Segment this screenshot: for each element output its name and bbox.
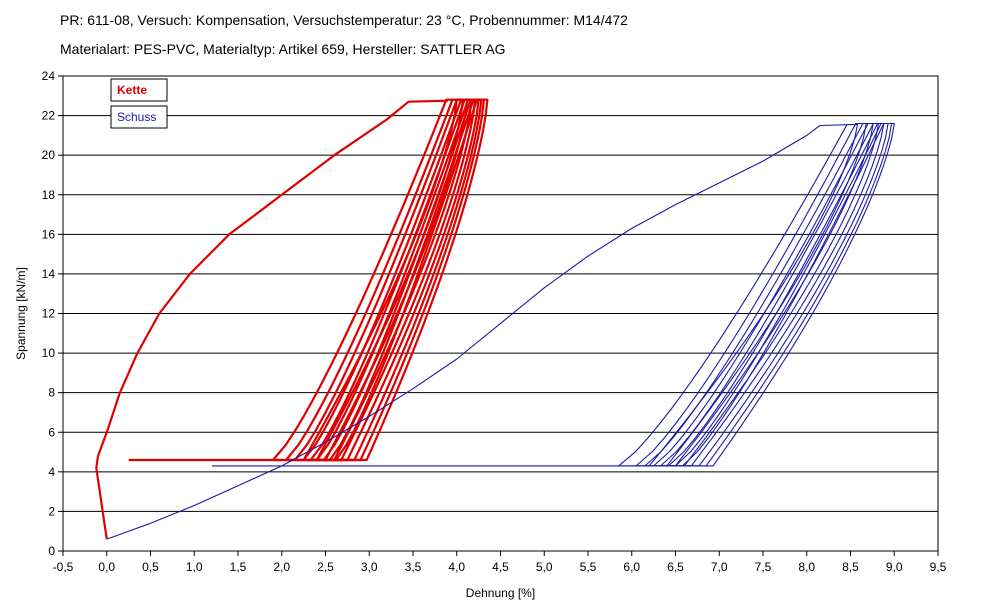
y-tick-label: 22	[42, 109, 56, 123]
y-tick-label: 4	[48, 465, 55, 479]
y-tick-label: 2	[48, 504, 55, 518]
x-tick-label: -0,5	[53, 560, 74, 574]
x-tick-label: 6,5	[667, 560, 684, 574]
y-tick-label: 16	[42, 227, 56, 241]
x-tick-label: 1,0	[186, 560, 203, 574]
series-layer	[95, 98, 895, 540]
legend-box-schuss	[110, 105, 168, 129]
series-schuss-initial-loading	[106, 123, 855, 540]
y-tick-label: 20	[42, 148, 56, 162]
y-tick-label: 18	[42, 188, 56, 202]
x-tick-label: 5,5	[580, 560, 597, 574]
y-tick-label: 6	[48, 425, 55, 439]
x-tick-label: 8,5	[842, 560, 859, 574]
chart-title-line-2: Materialart: PES-PVC, Materialtyp: Artik…	[60, 41, 506, 57]
legend-box-kette	[110, 78, 168, 102]
x-tick-label: 3,0	[361, 560, 378, 574]
y-tick-label: 24	[42, 69, 56, 83]
legend-label-schuss: Schuss	[117, 110, 156, 124]
y-tick-label: 10	[42, 346, 56, 360]
y-tick-label: 0	[48, 544, 55, 558]
x-tick-label: 2,5	[317, 560, 334, 574]
x-axis-title: Dehnung [%]	[466, 586, 535, 600]
x-tick-label: 9,0	[886, 560, 903, 574]
x-tick-label: 4,0	[448, 560, 465, 574]
series-schuss-cycle-1	[618, 123, 859, 467]
x-tick-label: 7,0	[711, 560, 728, 574]
y-tick-label: 14	[42, 267, 56, 281]
x-tick-label: 5,0	[536, 560, 553, 574]
x-tick-label: 3,5	[405, 560, 422, 574]
series-kette-cycle-9	[335, 98, 489, 462]
x-tick-label: 0,5	[142, 560, 159, 574]
x-tick-label: 1,5	[230, 560, 247, 574]
x-tick-label: 2,0	[273, 560, 290, 574]
y-tick-label: 12	[42, 307, 56, 321]
chart-title-line-1: PR: 611-08, Versuch: Kompensation, Versu…	[60, 12, 628, 28]
x-tick-label: 4,5	[492, 560, 509, 574]
y-axis-title: Spannung [kN/m]	[14, 267, 28, 360]
x-tick-label: 7,5	[755, 560, 772, 574]
x-tick-label: 0,0	[98, 560, 115, 574]
legend-label-kette: Kette	[117, 83, 147, 97]
legend: Kette Schuss	[110, 78, 168, 129]
x-tick-label: 6,0	[623, 560, 640, 574]
grid-lines	[63, 115, 938, 512]
y-tick-label: 8	[48, 386, 55, 400]
x-axis: -0,5 0,0 0,5 1,0 1,5 2,0 2,5 3,0 3,5 4,0 4,5 5,0 5,5…	[53, 551, 947, 574]
series-schuss-cycle-8	[682, 122, 895, 467]
series-kette-initial-loading	[95, 99, 449, 540]
x-tick-label: 8,0	[798, 560, 815, 574]
x-tick-label: 9,5	[930, 560, 947, 574]
